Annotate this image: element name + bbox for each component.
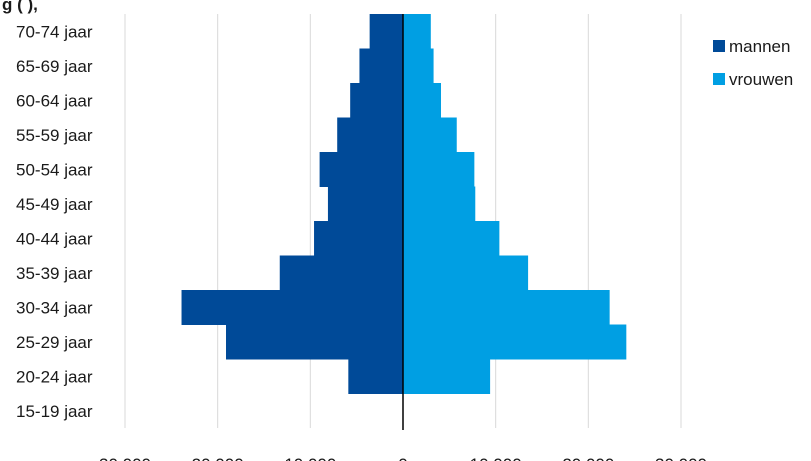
bar-vrouwen [403, 186, 476, 222]
y-tick-label: 25-29 jaar [16, 333, 93, 352]
x-tick-label: 30.000 [655, 455, 707, 461]
y-tick-label: 35-39 jaar [16, 264, 93, 283]
x-axis-labels: 30.000 20.000 10.000 0 10.000 20.000 30.000 [99, 455, 707, 461]
y-tick-label: 45-49 jaar [16, 195, 93, 214]
y-axis-labels: 70-74 jaar 65-69 jaar 60-64 jaar 55-59 jaar… [16, 22, 93, 421]
bar-mannen [369, 14, 403, 49]
legend-swatch-mannen [713, 40, 725, 52]
bar-vrouwen [403, 117, 457, 153]
bar-mannen [181, 290, 403, 325]
bar-mannen [327, 186, 403, 222]
bar-vrouwen [403, 152, 475, 187]
y-tick-label: 15-19 jaar [16, 402, 93, 421]
x-tick-label: 30.000 [99, 455, 151, 461]
legend-label-mannen: mannen [729, 37, 790, 56]
bar-mannen [226, 324, 403, 360]
x-tick-label: 20.000 [562, 455, 614, 461]
bar-vrouwen [403, 83, 441, 118]
bar-vrouwen [403, 359, 491, 394]
bar-mannen [337, 117, 403, 153]
x-tick-label: 10.000 [470, 455, 522, 461]
y-tick-label: 30-34 jaar [16, 298, 93, 317]
bar-mannen [319, 152, 403, 187]
bar-vrouwen [403, 14, 431, 49]
bar-mannen [348, 359, 403, 394]
y-tick-label: 60-64 jaar [16, 91, 93, 110]
y-tick-label: 40-44 jaar [16, 229, 93, 248]
bar-vrouwen [403, 255, 529, 291]
y-tick-label: 55-59 jaar [16, 126, 93, 145]
bar-mannen [314, 221, 403, 256]
y-tick-label: 65-69 jaar [16, 57, 93, 76]
y-tick-label: 50-54 jaar [16, 160, 93, 179]
x-tick-label: 10.000 [284, 455, 336, 461]
y-tick-label: 20-24 jaar [16, 367, 93, 386]
bar-vrouwen [403, 324, 627, 360]
bar-vrouwen [403, 290, 610, 325]
bar-mannen [350, 83, 403, 118]
bar-vrouwen [403, 48, 434, 84]
bar-mannen [359, 48, 403, 84]
gridlines [124, 14, 682, 428]
legend-label-vrouwen: vrouwen [729, 70, 793, 89]
chart-title-fragment: g ( ), [2, 0, 38, 14]
legend-swatch-vrouwen [713, 73, 725, 85]
x-tick-label: 0 [398, 455, 407, 461]
y-tick-label: 70-74 jaar [16, 22, 93, 41]
legend: mannen vrouwen [713, 37, 793, 89]
bars [181, 14, 627, 394]
x-tick-label: 20.000 [192, 455, 244, 461]
bar-mannen [279, 255, 403, 291]
bar-vrouwen [403, 221, 500, 256]
